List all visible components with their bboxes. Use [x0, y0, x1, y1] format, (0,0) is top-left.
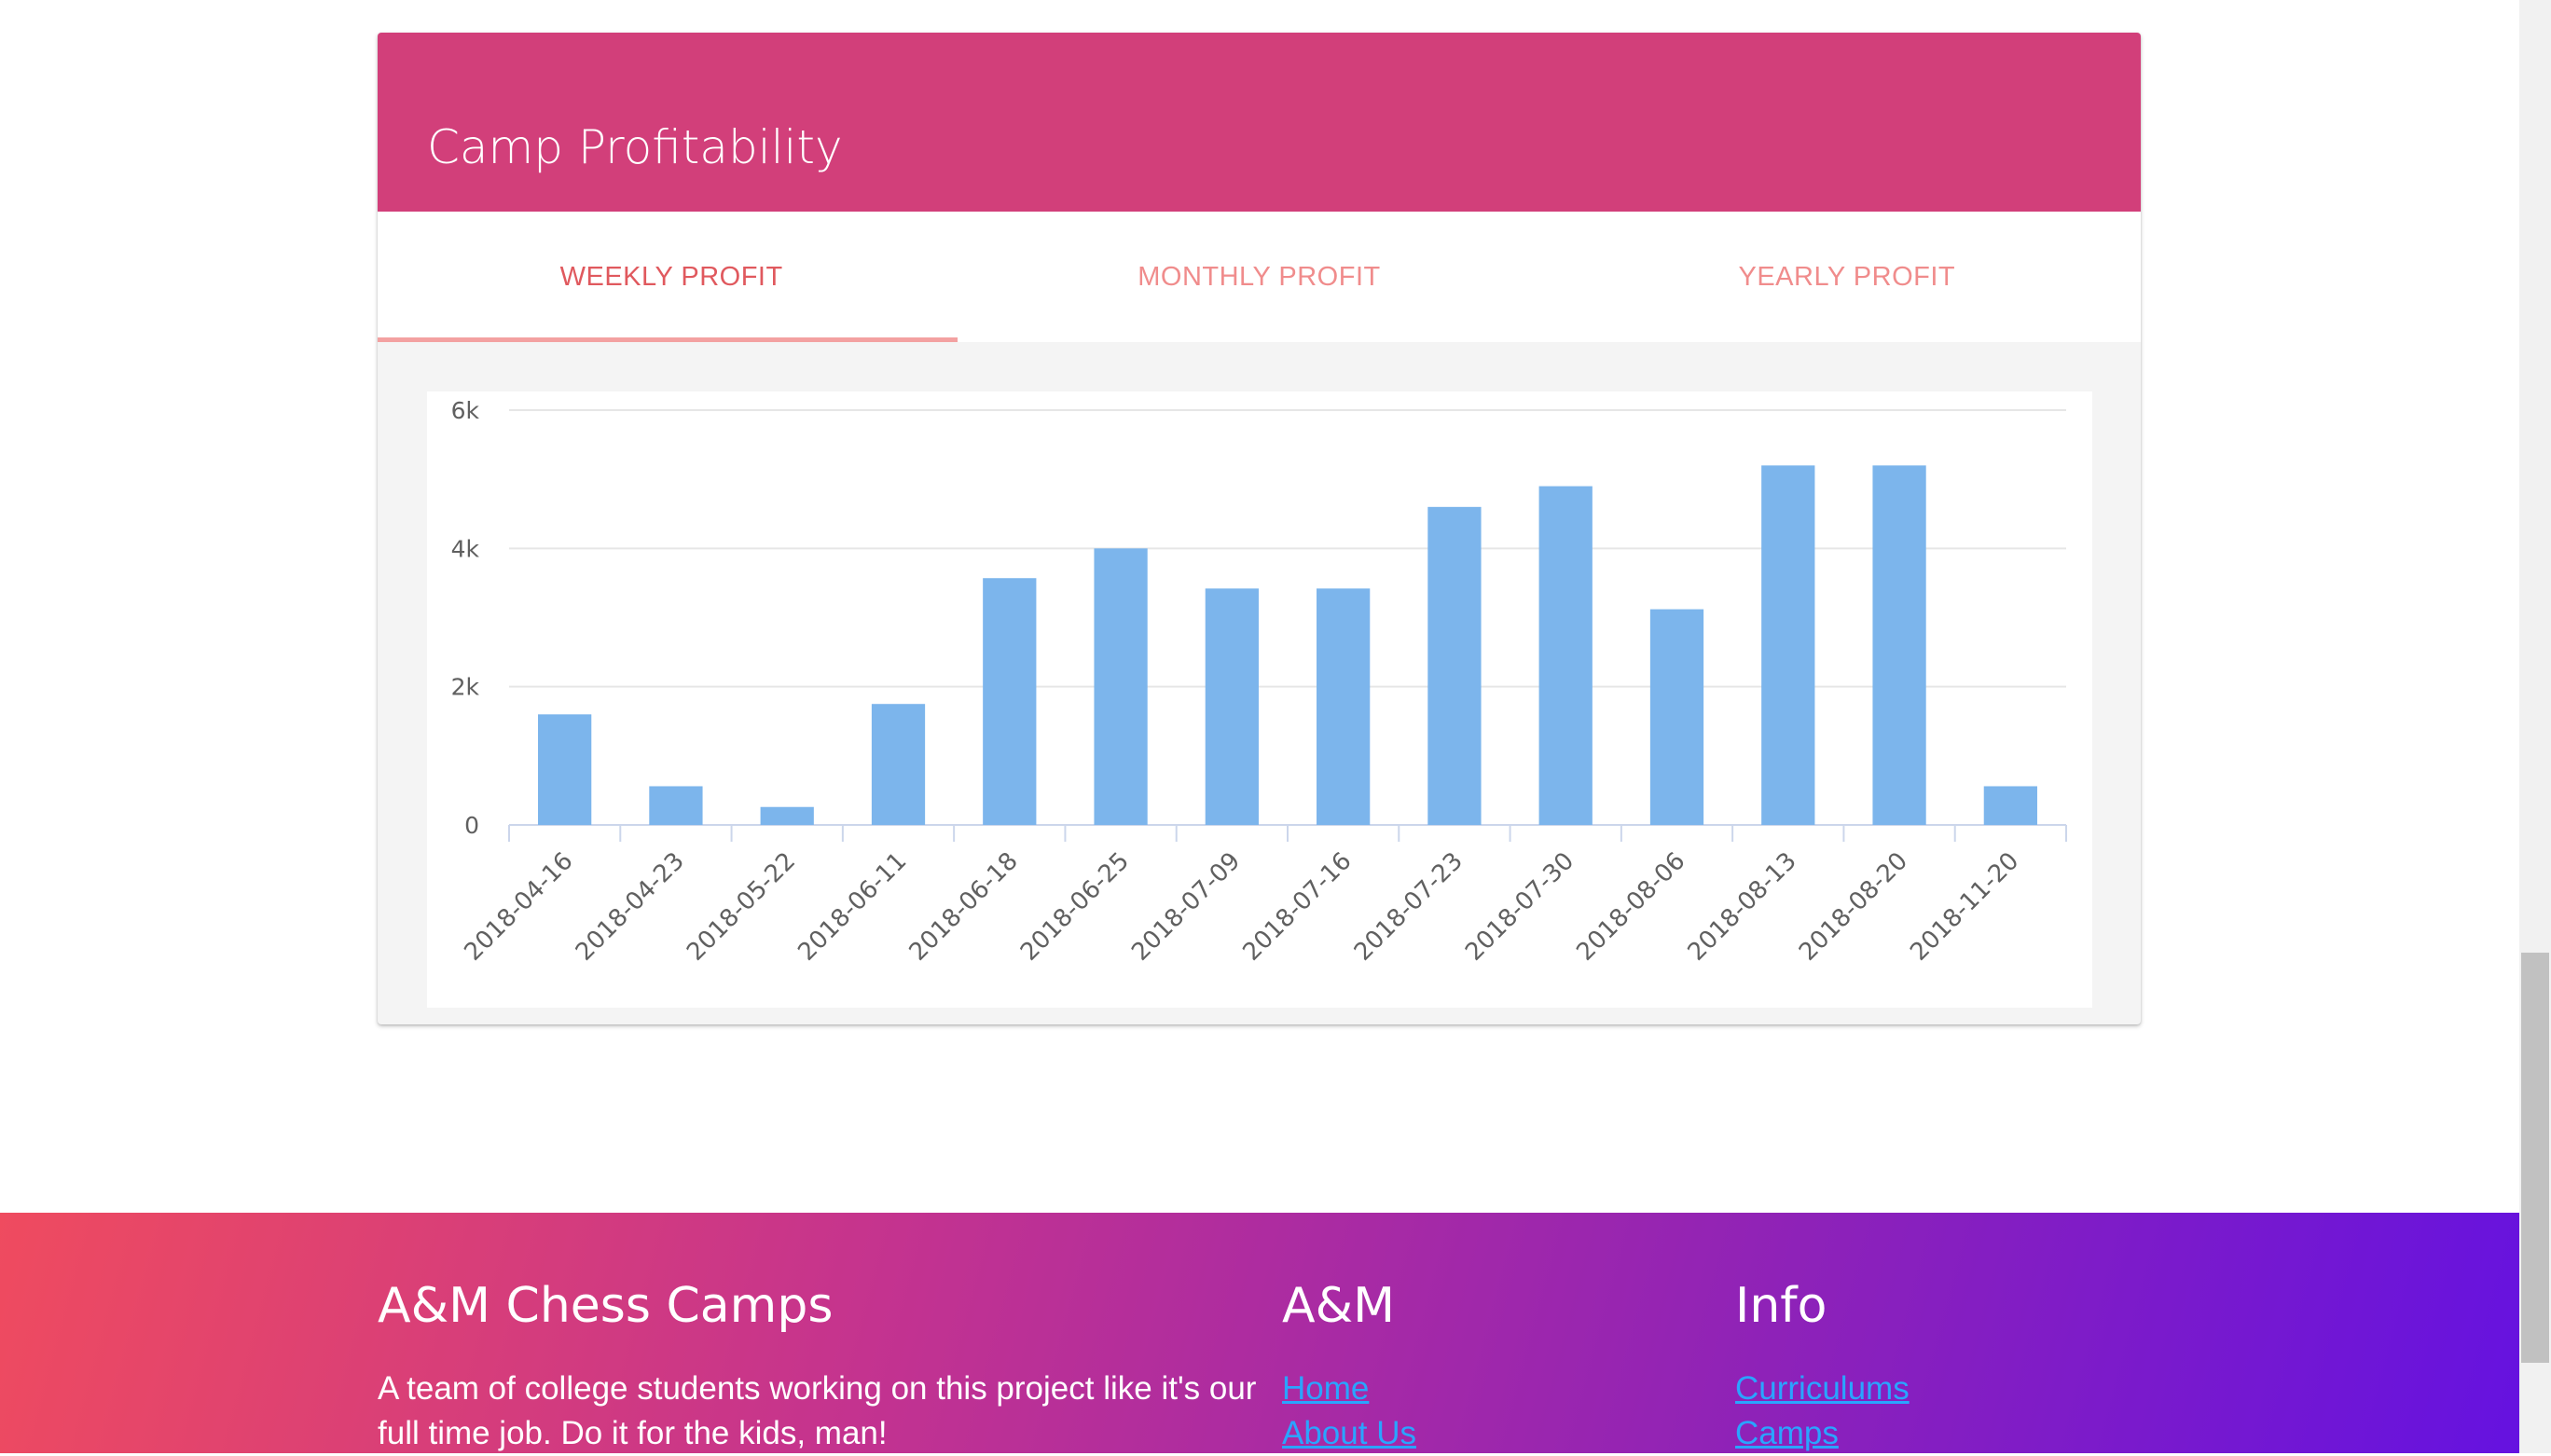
profit-tabs: WEEKLY PROFIT MONTHLY PROFIT YEARLY PROF…	[378, 212, 2141, 342]
page-scrollbar[interactable]	[2519, 0, 2551, 1453]
footer-link-home[interactable]: Home	[1282, 1370, 1370, 1407]
card-header: Camp Profitability	[378, 33, 2141, 212]
y-tick-label: 2k	[451, 674, 480, 701]
chart-container: 0 2k 4k 6k 2018-04-16 2018-04-23 2018-05-22 201…	[427, 391, 2092, 1008]
footer-brand-title: A&M Chess Camps	[378, 1278, 834, 1334]
footer: A&M Chess Camps A team of college studen…	[0, 1213, 2519, 1453]
footer-link-about-us[interactable]: About Us	[1282, 1415, 1416, 1451]
active-tab-indicator	[378, 337, 958, 342]
card-title: Camp Profitability	[427, 120, 843, 174]
bar	[1538, 486, 1593, 825]
tab-monthly-profit[interactable]: MONTHLY PROFIT	[1138, 261, 1381, 292]
bar	[1983, 786, 2037, 825]
scrollbar-thumb[interactable]	[2521, 953, 2549, 1363]
x-tick-label: 2018-07-23	[1349, 847, 1469, 967]
x-tick-label: 2018-08-13	[1683, 847, 1802, 967]
bar	[983, 578, 1037, 825]
x-tick-label: 2018-06-11	[793, 847, 912, 967]
bar	[760, 806, 814, 825]
bar	[538, 714, 592, 825]
bar	[1761, 465, 1815, 825]
x-tick-label: 2018-08-20	[1794, 847, 1913, 967]
bar	[871, 704, 926, 825]
tab-weekly-profit[interactable]: WEEKLY PROFIT	[559, 261, 783, 292]
x-tick-label: 2018-07-09	[1126, 847, 1246, 967]
x-tick-label: 2018-07-16	[1238, 847, 1358, 967]
footer-info-title: Info	[1735, 1278, 1827, 1334]
footer-am-title: A&M	[1282, 1278, 1395, 1334]
tab-yearly-profit[interactable]: YEARLY PROFIT	[1738, 261, 1956, 292]
x-tick-label: 2018-04-16	[460, 847, 579, 967]
weekly-profit-chart: 02k4k6k2018-04-162018-04-232018-05-22201…	[451, 397, 2067, 967]
footer-link-curriculums[interactable]: Curriculums	[1735, 1370, 1910, 1407]
footer-brand-text-line1: A team of college students working on th…	[378, 1370, 1257, 1407]
x-tick-label: 2018-07-30	[1460, 847, 1579, 967]
x-tick-label: 2018-05-22	[682, 847, 801, 967]
y-tick-label: 4k	[451, 535, 480, 562]
bar	[1427, 506, 1482, 825]
bar	[1649, 609, 1704, 825]
y-tick-label: 6k	[451, 397, 480, 424]
bar	[649, 786, 703, 825]
bar	[1872, 465, 1926, 825]
x-tick-label: 2018-08-06	[1571, 847, 1690, 967]
y-tick-label: 0	[464, 812, 479, 839]
footer-brand-text-line2: full time job. Do it for the kids, man!	[378, 1415, 888, 1451]
bar	[1317, 588, 1371, 825]
bar	[1094, 548, 1148, 825]
x-tick-label: 2018-06-25	[1015, 847, 1135, 967]
profitability-card: Camp Profitability WEEKLY PROFIT MONTHLY…	[378, 33, 2141, 1024]
x-tick-label: 2018-06-18	[904, 847, 1024, 967]
x-tick-label: 2018-11-20	[1905, 847, 2024, 967]
bar	[1205, 588, 1259, 825]
footer-link-camps[interactable]: Camps	[1735, 1415, 1839, 1451]
x-tick-label: 2018-04-23	[571, 847, 690, 967]
